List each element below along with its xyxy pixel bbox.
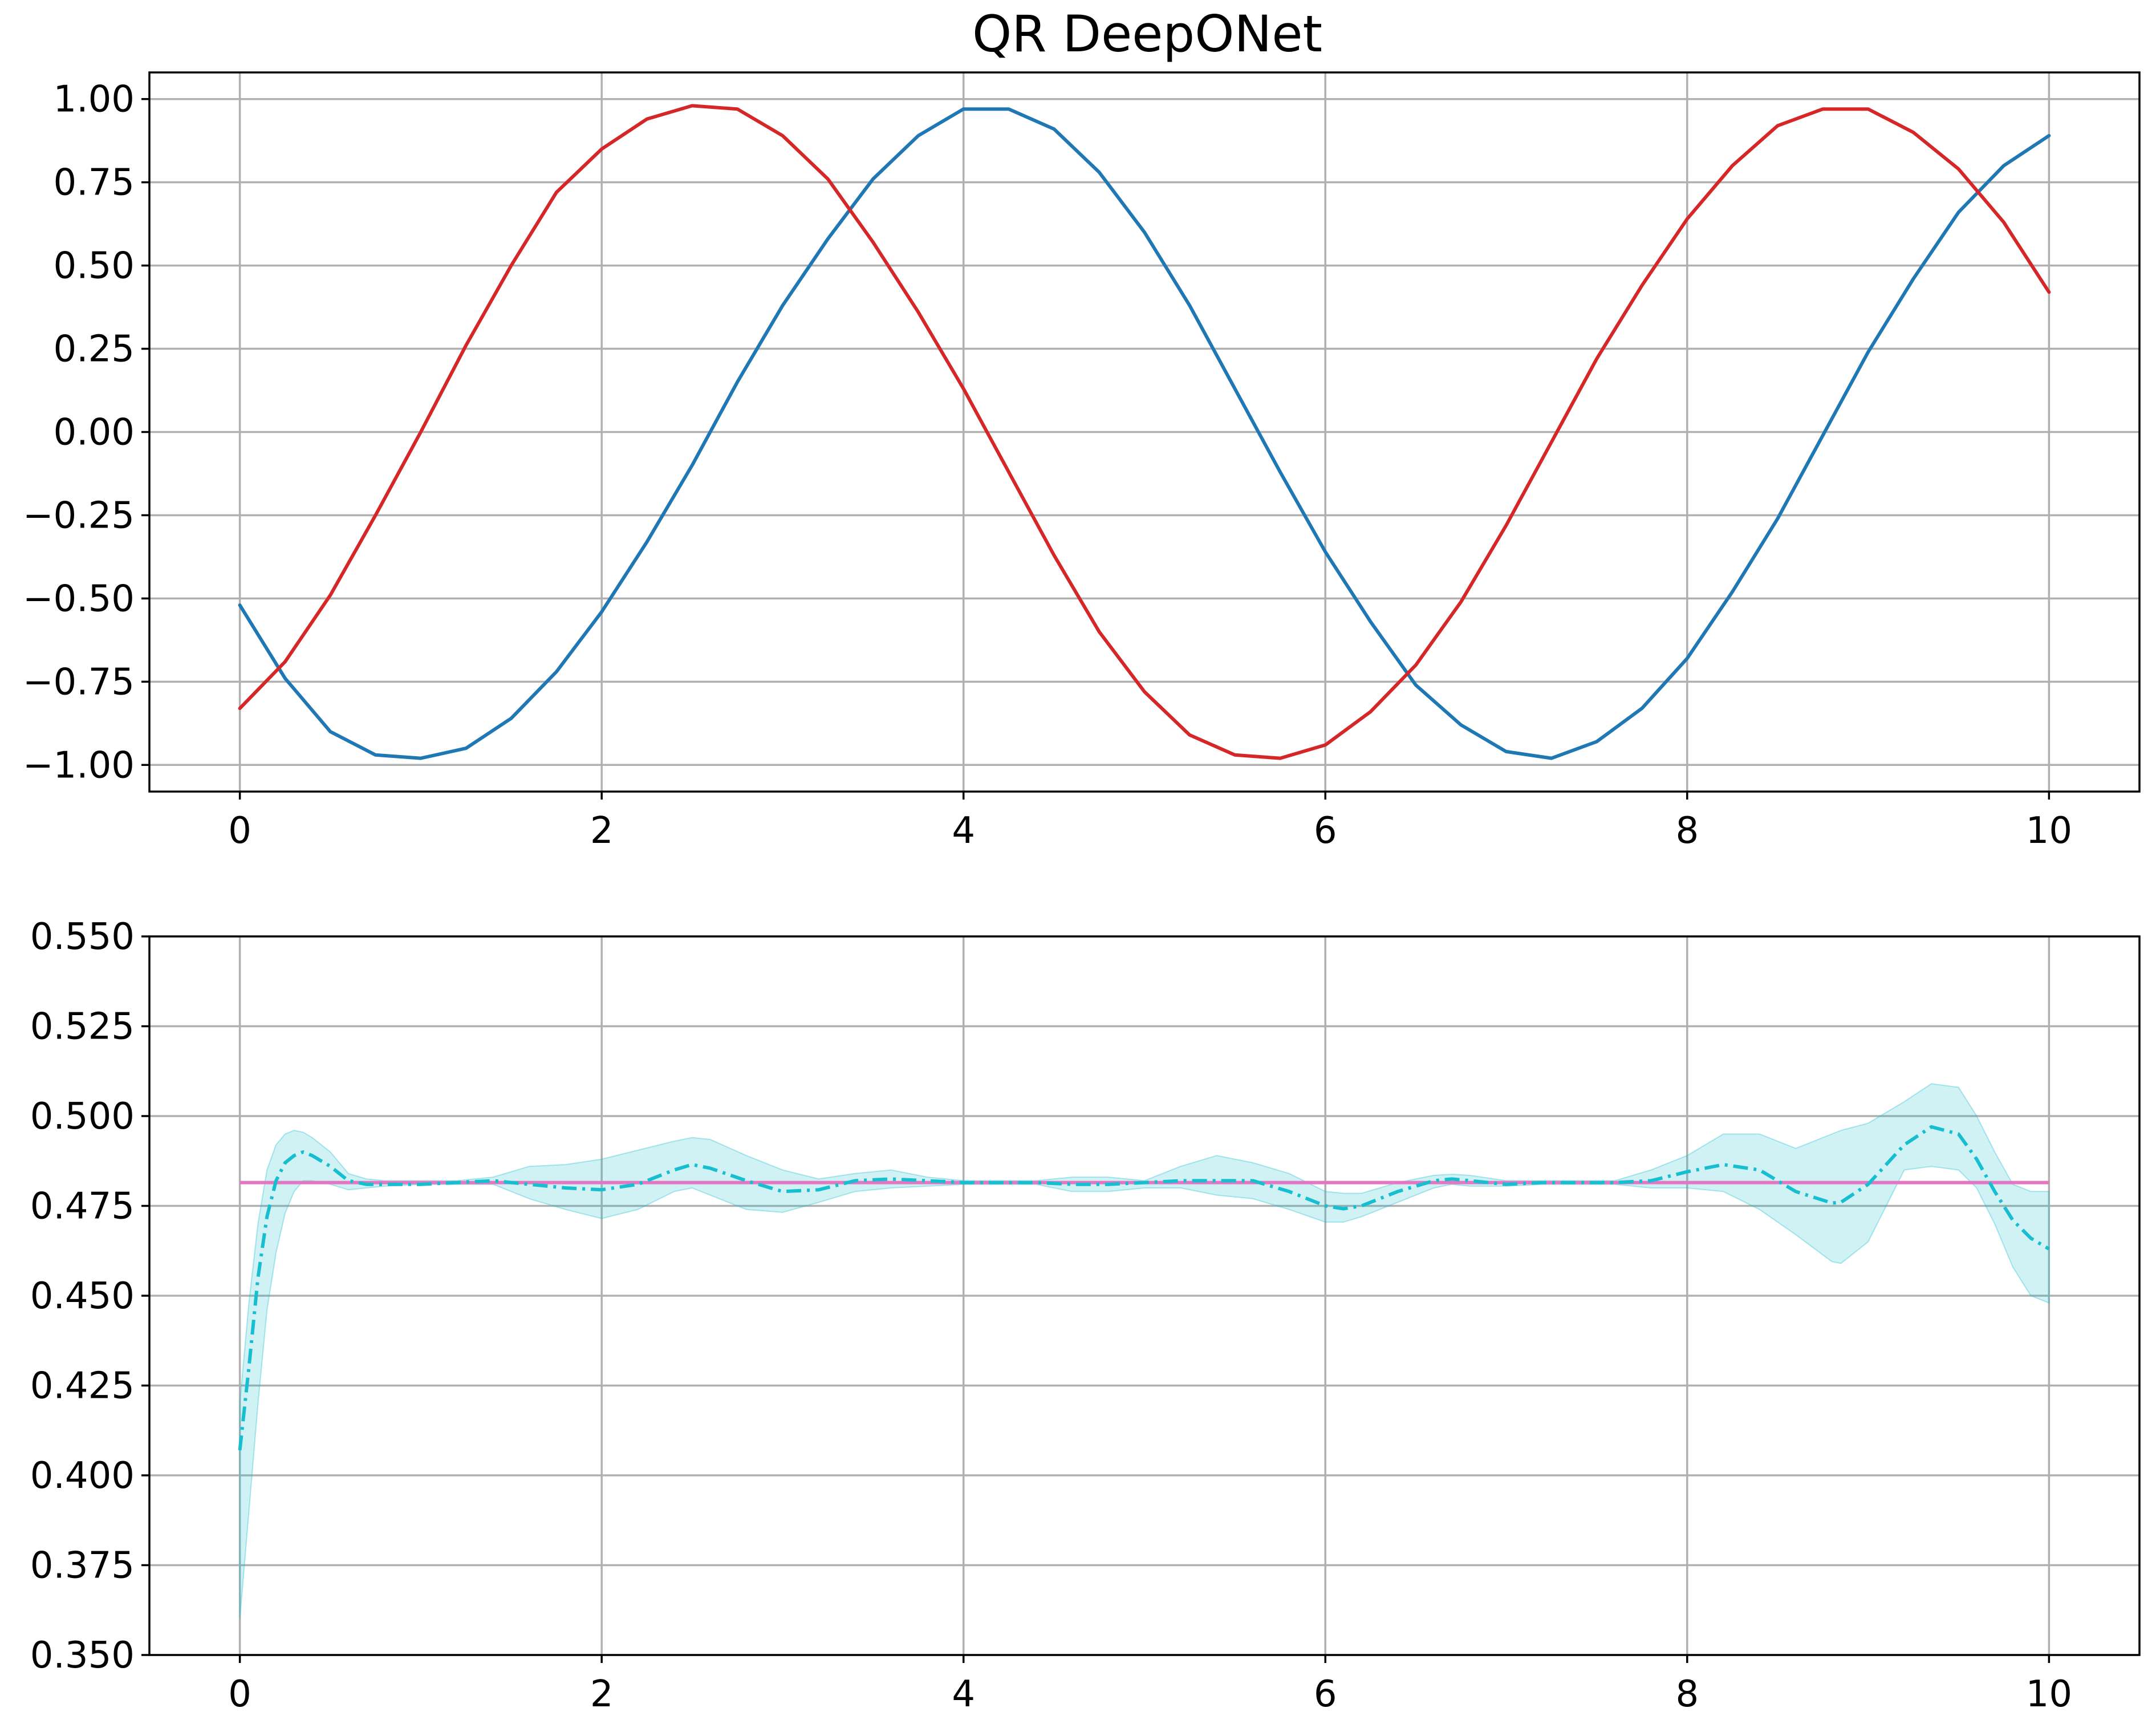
bottom-y-tick-label: 0.375 [30,1545,135,1587]
bottom-x-tick-label: 0 [228,1673,251,1715]
bottom-panel: 0 2 4 6 8 10 0.5500.5250.5000.4750.4500.4250.… [30,916,2141,1715]
bottom-x-tick-label: 4 [952,1673,975,1715]
top-x-tick-label: 10 [2026,810,2072,852]
top-y-tick-labels: 1.00 0.75 0.50 0.25 0.00 −0.25 −0.50 −0.75 −1.00 [23,79,135,787]
top-x-tick-label: 0 [228,810,251,852]
top-y-tick-label: 0.25 [54,328,135,371]
bottom-y-tick-label: 0.350 [30,1634,135,1677]
top-y-tick-label: 1.00 [54,79,135,121]
bottom-y-tick-label: 0.525 [30,1006,135,1048]
top-x-tick-label: 2 [590,810,614,852]
bottom-y-tick-labels: 0.550 0.525 0.500 0.475 0.450 0.425 0.400 0.375… [30,916,135,1677]
bottom-x-tick-label: 10 [2026,1673,2072,1715]
top-series-group [238,104,2051,760]
bottom-ticks [141,935,2051,1663]
top-y-tick-label: −1.00 [23,744,135,786]
top-panel: 0 2 4 6 8 10 1.00 0.75 0.50 0.25 0.00 −0.25 −0.50 −0… [23,71,2141,852]
chart-title: QR DeepONet [972,5,1322,63]
top-y-tick-label: 0.50 [54,245,135,287]
top-y-tick-label: −0.75 [23,661,135,703]
bottom-x-tick-labels: 0 2 4 6 8 10 [228,1673,2072,1715]
bottom-y-tick-label: 0.500 [30,1096,135,1138]
bottom-y-tick-label: 0.425 [30,1365,135,1407]
top-y-tick-label: −0.25 [23,494,135,537]
bottom-y-tick-label: 0.450 [30,1275,135,1317]
top-x-tick-labels: 0 2 4 6 8 10 [228,810,2072,852]
top-ticks [141,98,2051,800]
bottom-x-tick-label: 2 [590,1673,614,1715]
top-series-line-1 [238,107,2051,760]
top-x-tick-label: 8 [1675,810,1699,852]
top-y-tick-label: 0.75 [54,162,135,204]
bottom-mean-line [238,1125,2050,1451]
top-x-tick-label: 6 [1314,810,1337,852]
bottom-y-tick-label: 0.400 [30,1455,135,1497]
bottom-x-tick-label: 6 [1314,1673,1337,1715]
top-y-tick-label: 0.00 [54,412,135,454]
top-series-line-2 [238,104,2051,760]
bottom-x-tick-label: 8 [1675,1673,1699,1715]
bottom-y-tick-label: 0.550 [30,916,135,958]
top-x-tick-label: 4 [952,810,975,852]
top-y-tick-label: −0.50 [23,578,135,620]
bottom-y-tick-label: 0.475 [30,1186,135,1228]
bottom-series-group [238,1083,2050,1620]
bottom-grid [149,935,2139,1656]
bottom-uncertainty-band [239,1083,2050,1620]
top-grid [149,72,2139,792]
